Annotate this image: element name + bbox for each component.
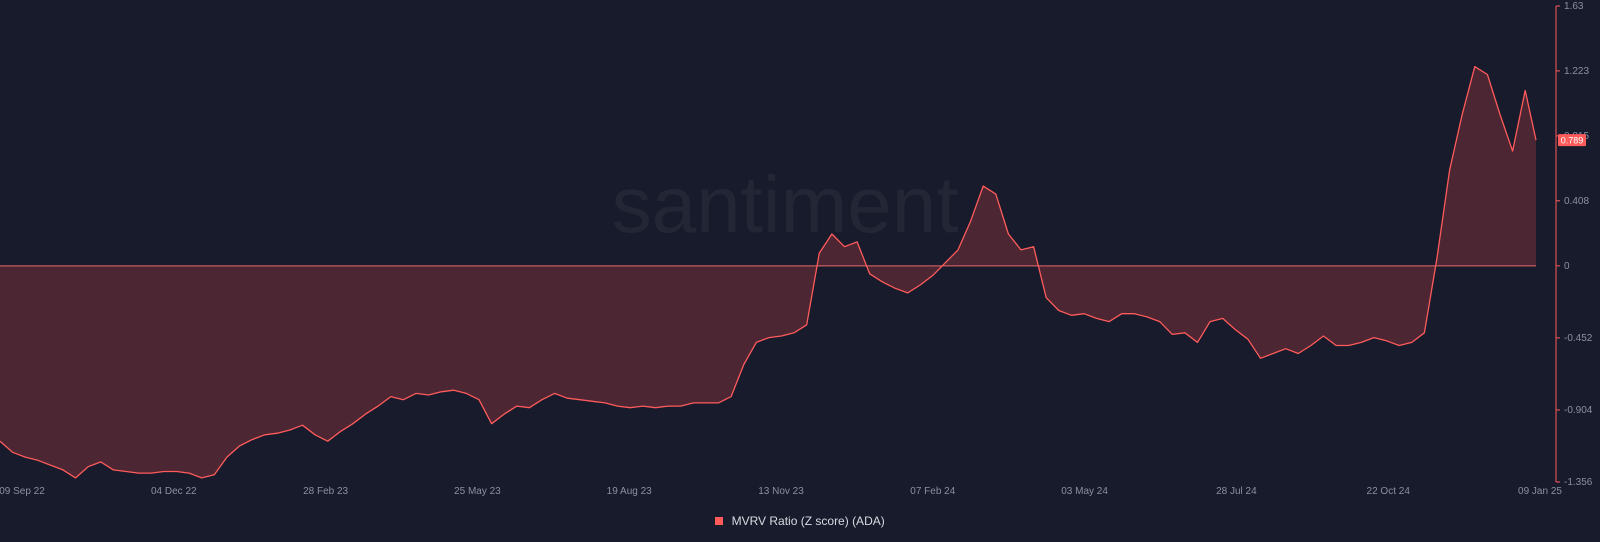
x-tick-label: 09 Sep 22	[0, 486, 45, 497]
legend-label: MVRV Ratio (Z score) (ADA)	[731, 514, 885, 528]
legend[interactable]: MVRV Ratio (Z score) (ADA)	[0, 514, 1600, 528]
y-tick-label: 1.223	[1564, 66, 1589, 77]
y-tick-label: 1.63	[1564, 1, 1584, 12]
current-value-label: 0.789	[1561, 136, 1584, 146]
x-tick-label: 28 Feb 23	[303, 486, 348, 497]
x-tick-label: 22 Oct 24	[1367, 486, 1411, 497]
y-tick-label: -1.356	[1564, 477, 1593, 488]
y-tick-label: 0	[1564, 261, 1570, 272]
axis-layer: 1.631.2230.8150.4080-0.452-0.904-1.3560.…	[0, 1, 1593, 497]
x-tick-label: 28 Jul 24	[1216, 486, 1257, 497]
line-layer	[0, 65, 1537, 479]
x-tick-label: 25 May 23	[454, 486, 501, 497]
y-tick-label: 0.408	[1564, 196, 1589, 207]
current-value-badge	[1558, 134, 1586, 147]
area-layer	[0, 66, 1536, 478]
x-tick-label: 13 Nov 23	[758, 486, 804, 497]
y-tick-label: -0.452	[1564, 333, 1593, 344]
y-tick-label: -0.904	[1564, 405, 1593, 416]
x-tick-label: 19 Aug 23	[607, 486, 652, 497]
x-tick-label: 04 Dec 22	[151, 486, 197, 497]
watermark-text: santiment	[612, 160, 959, 249]
legend-swatch	[715, 517, 724, 525]
series-line	[0, 65, 1537, 479]
x-tick-label: 03 May 24	[1061, 486, 1108, 497]
x-tick-label: 09 Jan 25	[1518, 486, 1562, 497]
x-tick-label: 07 Feb 24	[910, 486, 955, 497]
series-area	[0, 66, 1536, 478]
